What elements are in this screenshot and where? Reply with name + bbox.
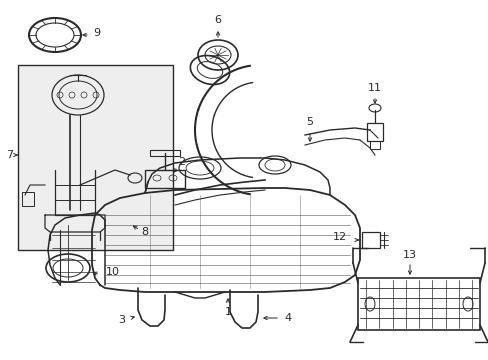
Bar <box>150 150 180 156</box>
Text: 1: 1 <box>224 307 231 317</box>
Text: 2: 2 <box>178 157 185 167</box>
Bar <box>22 192 34 206</box>
Text: 11: 11 <box>367 83 381 93</box>
Text: 6: 6 <box>214 15 221 25</box>
Bar <box>357 278 479 330</box>
Bar <box>18 65 173 250</box>
Text: 3: 3 <box>118 315 125 325</box>
Text: 5: 5 <box>306 117 313 127</box>
Bar <box>369 141 379 149</box>
Text: 9: 9 <box>93 28 101 38</box>
Text: 8: 8 <box>141 227 148 237</box>
Text: 7: 7 <box>6 150 14 160</box>
Bar <box>366 123 382 141</box>
Text: 13: 13 <box>402 250 416 260</box>
Bar <box>145 170 184 188</box>
Text: 12: 12 <box>332 232 346 242</box>
Bar <box>361 232 379 248</box>
Text: 4: 4 <box>284 313 291 323</box>
Text: 10: 10 <box>106 267 120 277</box>
